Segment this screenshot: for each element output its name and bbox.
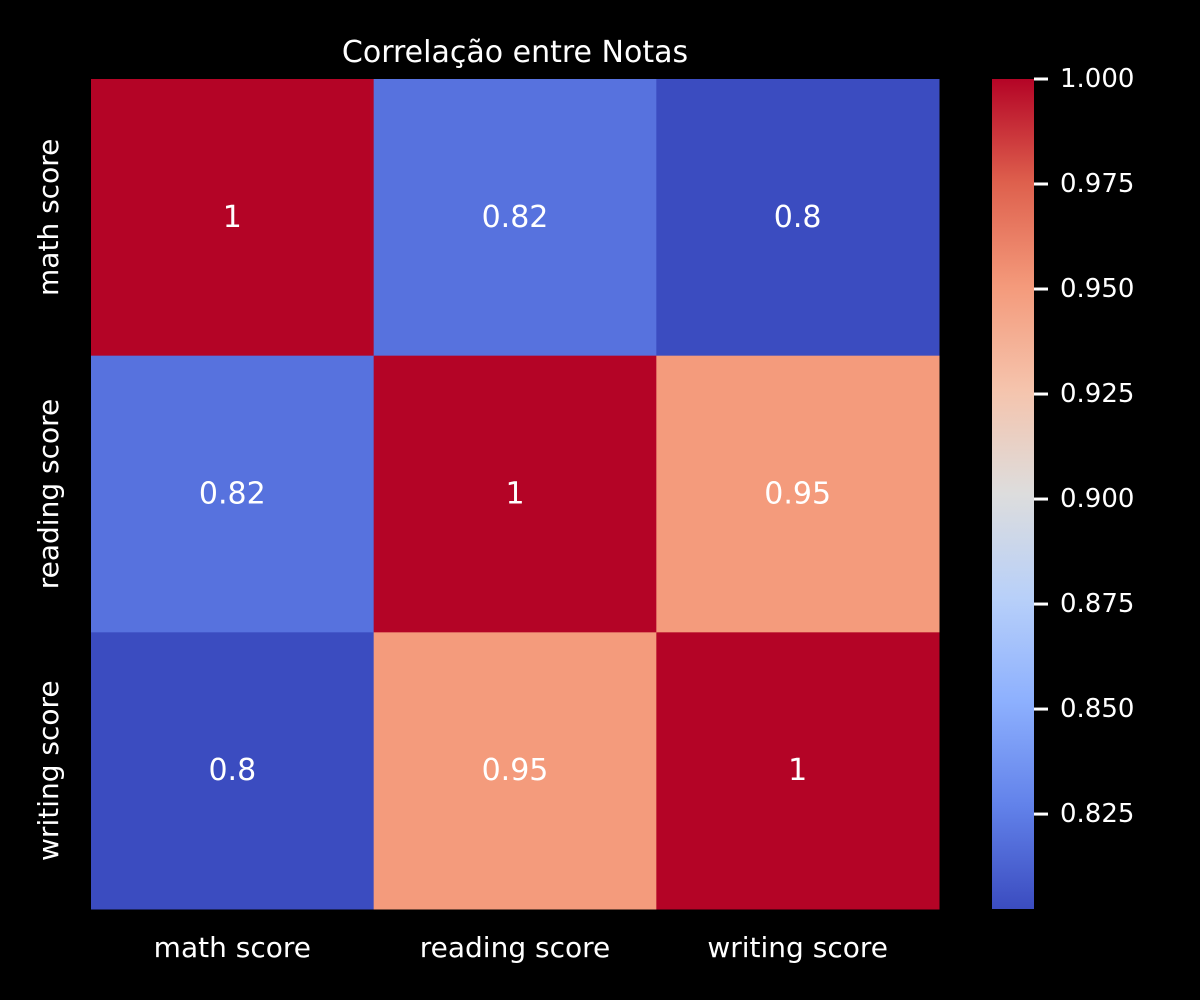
cell-value-label: 1 <box>223 200 242 235</box>
y-tick-label: writing score <box>32 680 65 861</box>
colorbar-gradient <box>992 79 1034 909</box>
heatmap-cell <box>91 355 375 633</box>
heatmap-cell <box>656 79 940 357</box>
heatmap-cell <box>373 79 657 357</box>
heatmap-cells: 1 0.82 0.8 0.82 1 0.95 0.8 0.95 1 <box>91 79 940 910</box>
x-tick-label: reading score <box>420 931 611 964</box>
cell-value-label: 0.8 <box>208 753 256 788</box>
cell-value-label: 0.95 <box>482 753 549 788</box>
x-axis-tick-labels: math score reading score writing score <box>154 931 888 964</box>
colorbar-tick-label: 0.900 <box>1060 484 1134 514</box>
heatmap-cell <box>373 355 657 633</box>
cell-value-label: 0.8 <box>774 200 822 235</box>
colorbar: 0.825 0.850 0.875 0.900 0.925 0.950 0.975 1.000 <box>992 64 1134 909</box>
heatmap-cell <box>91 79 375 357</box>
x-tick-label: math score <box>154 931 311 964</box>
x-tick-label: writing score <box>707 931 888 964</box>
heatmap-cell <box>373 632 657 910</box>
colorbar-tick-label: 0.950 <box>1060 274 1134 304</box>
heatmap-cell <box>656 355 940 633</box>
heatmap-cell <box>656 632 940 910</box>
colorbar-tick-label: 1.000 <box>1060 64 1134 94</box>
colorbar-tick-label: 0.825 <box>1060 799 1134 829</box>
cell-value-label: 1 <box>505 477 524 512</box>
chart-title: Correlação entre Notas <box>342 35 688 70</box>
y-tick-label: math score <box>32 139 65 296</box>
cell-value-label: 0.82 <box>199 477 266 512</box>
cell-value-label: 1 <box>788 753 807 788</box>
cell-value-label: 0.95 <box>764 477 831 512</box>
colorbar-tick-label: 0.975 <box>1060 169 1134 199</box>
colorbar-tick-label: 0.925 <box>1060 379 1134 409</box>
cell-value-label: 0.82 <box>482 200 549 235</box>
heatmap-cell <box>91 632 375 910</box>
colorbar-tick-label: 0.875 <box>1060 589 1134 619</box>
colorbar-tick-label: 0.850 <box>1060 694 1134 724</box>
y-axis-tick-labels: math score reading score writing score <box>32 139 65 861</box>
y-tick-label: reading score <box>32 399 65 590</box>
